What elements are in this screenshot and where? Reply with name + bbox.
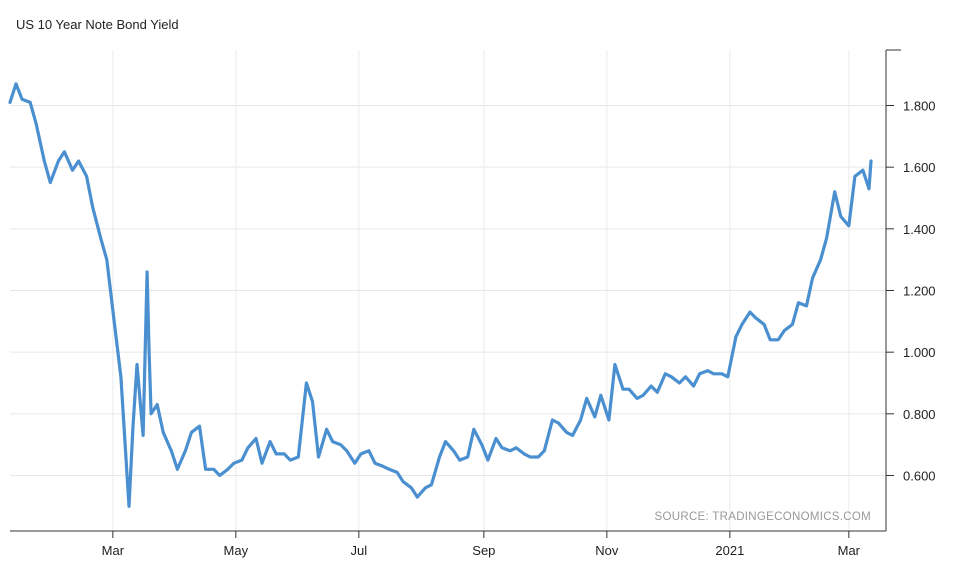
source-label: SOURCE: TRADINGECONOMICS.COM xyxy=(655,511,871,523)
y-tick-label: 0.600 xyxy=(903,469,936,484)
x-tick-label: May xyxy=(224,543,249,558)
horizontal-gridlines xyxy=(10,105,886,476)
y-tick-label: 1.600 xyxy=(903,160,936,175)
y-tick-label: 1.000 xyxy=(903,345,936,360)
y-tick-label: 1.200 xyxy=(903,284,936,299)
x-tick-label: Sep xyxy=(472,543,495,558)
y-tick-label: 0.800 xyxy=(903,407,936,422)
yield-series-line xyxy=(8,82,873,508)
x-tick-label: Mar xyxy=(102,543,125,558)
x-tick-label: Nov xyxy=(595,543,619,558)
x-tick-label: Mar xyxy=(838,543,861,558)
x-tick-label: 2021 xyxy=(715,543,744,558)
y-tick-label: 1.800 xyxy=(903,99,936,114)
x-axis-ticks: Mar May Jul Sep Nov 2021 Mar xyxy=(102,531,861,558)
y-axis-ticks: 0.600 0.800 1.000 1.200 1.400 1.600 1.800 xyxy=(886,49,936,484)
x-tick-label: Jul xyxy=(351,543,368,558)
y-tick-label: 1.400 xyxy=(903,222,936,237)
chart-title: US 10 Year Note Bond Yield xyxy=(16,17,179,32)
